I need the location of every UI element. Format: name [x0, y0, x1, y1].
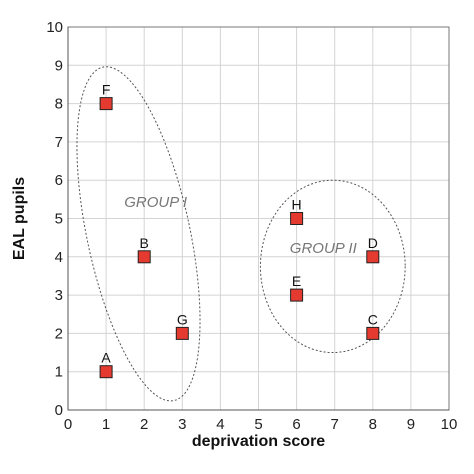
group-label: GROUP II [290, 240, 357, 257]
x-axis-title: deprivation score [192, 433, 325, 450]
data-point-marker [290, 212, 304, 225]
data-point-label: B [140, 235, 149, 251]
x-tick-label: 1 [102, 416, 110, 433]
x-tick-label: 3 [178, 416, 186, 433]
x-tick-label: 5 [254, 416, 262, 433]
y-tick-label: 10 [46, 19, 63, 36]
x-tick-labels: 0 1 2 3 4 5 6 7 8 9 10 [64, 416, 458, 433]
data-point-marker [99, 97, 113, 111]
y-tick-label: 4 [55, 249, 63, 266]
axes [67, 27, 449, 411]
data-point-label: A [101, 350, 111, 366]
group-ellipse [76, 66, 201, 402]
y-tick-label: 5 [55, 211, 63, 228]
group-ellipses: GROUP I GROUP II [76, 66, 406, 402]
data-point-label: H [292, 197, 302, 213]
y-tick-labels: 0 1 2 3 4 5 6 7 8 9 10 [46, 19, 63, 419]
data-point-marker [175, 326, 189, 340]
y-tick-label: 6 [55, 172, 63, 189]
group-label: GROUP I [124, 194, 187, 211]
y-tick-label: 9 [55, 57, 63, 74]
x-tick-label: 0 [64, 416, 72, 433]
data-point-marker [366, 250, 380, 264]
x-tick-label: 7 [331, 416, 339, 433]
x-tick-label: 10 [441, 416, 458, 433]
data-point-label: F [102, 82, 111, 98]
x-tick-label: 9 [407, 416, 415, 433]
y-tick-label: 1 [55, 364, 63, 381]
data-point-label: G [177, 311, 188, 327]
gridlines [67, 26, 450, 411]
y-axis-title: EAL pupils [11, 177, 28, 260]
data-point-marker [290, 288, 304, 302]
y-tick-label: 0 [55, 402, 63, 419]
group-ellipse [259, 179, 406, 354]
data-point-label: D [368, 235, 378, 251]
x-tick-label: 2 [140, 416, 148, 433]
data-point-marker [366, 326, 380, 340]
data-point-marker [99, 365, 113, 379]
y-tick-label: 7 [55, 134, 63, 151]
y-tick-label: 2 [55, 325, 63, 342]
y-tick-label: 8 [55, 96, 63, 113]
x-tick-label: 4 [216, 416, 224, 433]
x-tick-label: 8 [369, 416, 377, 433]
y-tick-label: 3 [55, 287, 63, 304]
x-tick-label: 6 [292, 416, 300, 433]
data-point-marker [137, 250, 151, 264]
data-points: A B C D E F G H [99, 82, 380, 379]
data-point-label: E [292, 273, 301, 289]
data-point-label: C [368, 311, 378, 327]
